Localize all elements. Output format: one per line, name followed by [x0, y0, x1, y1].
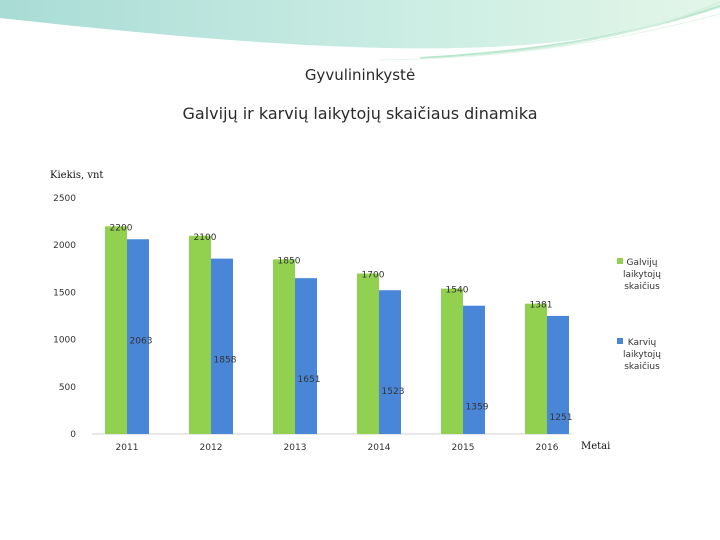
data-label-karviu: 1651 [298, 375, 321, 385]
y-tick-label: 1500 [53, 288, 76, 298]
x-tick-label: 2013 [284, 443, 307, 453]
legend-label-galviju: skaičius [624, 281, 660, 292]
data-label-galviju: 2200 [110, 223, 133, 233]
header-wave-decoration [0, 0, 720, 61]
legend-label-karviu: Karvių [628, 338, 657, 348]
data-label-galviju: 1850 [278, 256, 301, 266]
data-label-karviu: 1858 [214, 356, 237, 366]
bar-galviju-2014 [357, 273, 379, 434]
bar-karviu-2014 [379, 290, 401, 434]
x-axis-label: Metai [581, 441, 610, 452]
data-label-galviju: 1540 [446, 286, 469, 296]
y-tick-label: 500 [59, 383, 76, 393]
bar-galviju-2013 [273, 259, 295, 434]
y-axis-label: Kiekis, vnt [50, 170, 103, 181]
y-tick-label: 2500 [53, 194, 76, 204]
legend-swatch-galviju [617, 258, 623, 264]
bar-galviju-2012 [189, 235, 211, 434]
legend-label-galviju: laikytojų [623, 270, 661, 280]
bar-karviu-2015 [463, 305, 485, 434]
data-label-galviju: 2100 [194, 233, 217, 243]
legend-label-galviju: Galvijų [626, 258, 657, 268]
data-label-karviu: 2063 [130, 336, 153, 346]
bar-karviu-2016 [547, 315, 569, 434]
y-tick-label: 2000 [53, 241, 76, 251]
x-tick-label: 2014 [368, 443, 391, 453]
slide-title: Gyvulininkystė [304, 66, 416, 84]
bar-karviu-2012 [211, 258, 233, 434]
data-label-karviu: 1523 [382, 387, 405, 397]
bar-karviu-2013 [295, 278, 317, 434]
x-tick-label: 2015 [452, 443, 475, 453]
y-tick-label: 1000 [53, 336, 76, 346]
data-label-karviu: 1251 [550, 413, 573, 423]
legend-swatch-karviu [617, 338, 623, 344]
y-tick-label: 0 [70, 430, 76, 440]
legend-label-karviu: skaičius [624, 361, 660, 372]
x-tick-label: 2012 [200, 443, 223, 453]
bar-galviju-2011 [105, 226, 127, 434]
x-tick-label: 2011 [116, 443, 139, 453]
bar-galviju-2016 [525, 303, 547, 434]
legend-label-karviu: laikytojų [623, 350, 661, 360]
bar-galviju-2015 [441, 288, 463, 434]
data-label-karviu: 1359 [466, 403, 489, 413]
x-tick-label: 2016 [536, 443, 559, 453]
data-label-galviju: 1381 [530, 301, 553, 311]
bar-karviu-2011 [127, 239, 149, 434]
data-label-galviju: 1700 [362, 271, 385, 281]
chart-title: Galvijų ir karvių laikytojų skaičiaus di… [182, 104, 538, 123]
